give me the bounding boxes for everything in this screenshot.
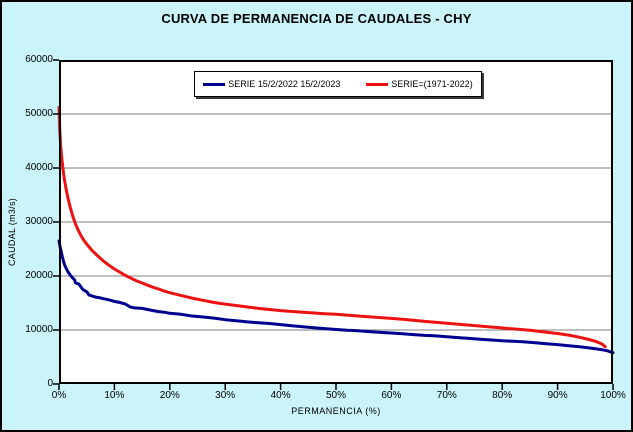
x-tick-label: 50% [325,390,346,401]
x-tick-label: 60% [381,390,402,401]
x-tick-label: 100% [600,390,626,401]
legend-line-icon [366,82,389,86]
y-tick-label: 10000 [25,324,53,335]
legend: SERIE 15/2/2022 15/2/2023 SERIE=(1971-20… [194,71,482,97]
x-tick-label: 0% [51,390,67,401]
plot-svg [53,59,615,390]
x-tick-label: 10% [104,390,125,401]
y-tick-label: 0 [47,378,53,389]
x-tick-label: 40% [270,390,291,401]
x-tick-label: 80% [492,390,513,401]
series-line-1 [57,106,607,349]
y-tick-label: 20000 [25,270,53,281]
legend-item-series-2022-2023: SERIE 15/2/2022 15/2/2023 [203,79,340,89]
legend-item-series-1971-2022: SERIE=(1971-2022) [366,79,473,89]
plot-border [59,60,613,384]
legend-line-icon [203,82,226,86]
chart-title: CURVA DE PERMANENCIA DE CAUDALES - CHY [161,11,472,26]
x-tick-label: 70% [436,390,457,401]
legend-label: SERIE=(1971-2022) [391,79,473,89]
x-tick-label: 90% [547,390,568,401]
y-tick-label: 60000 [25,54,53,65]
y-tick-label: 50000 [25,108,53,119]
series-line-0 [57,239,615,355]
y-tick-label: 40000 [25,162,53,173]
y-tick-label: 30000 [25,216,53,227]
x-tick-label: 30% [215,390,236,401]
x-tick-label: 20% [159,390,180,401]
legend-label: SERIE 15/2/2022 15/2/2023 [228,79,341,89]
x-axis-title: PERMANENCIA (%) [291,406,381,416]
